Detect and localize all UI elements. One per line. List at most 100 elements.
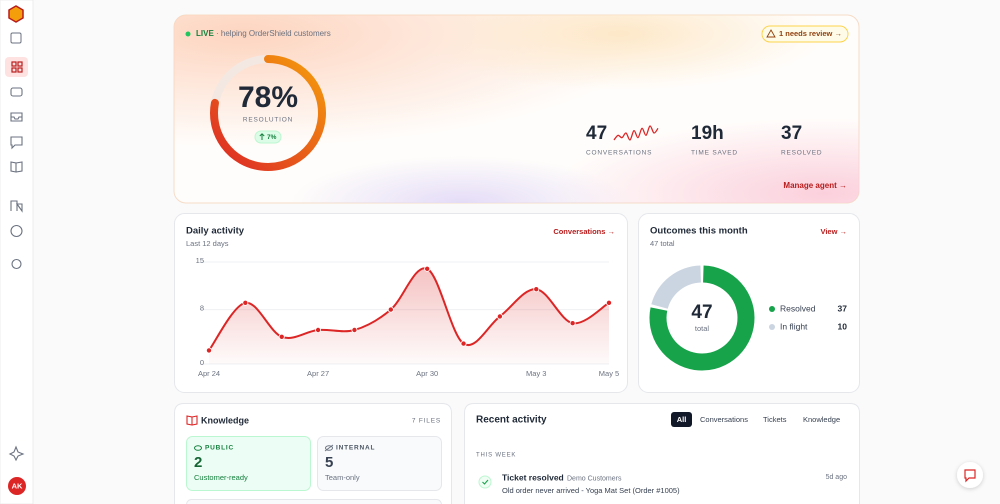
- avatar[interactable]: [8, 477, 26, 495]
- point: [460, 340, 467, 347]
- point: [533, 286, 540, 293]
- x-tick-label: Apr 24: [198, 369, 220, 378]
- nav-icon[interactable]: [10, 112, 23, 122]
- x-tick-label: May 5: [599, 369, 619, 378]
- x-tick-label: Apr 27: [307, 369, 329, 378]
- nav-icon: [11, 61, 23, 73]
- sidebar-bg: [0, 0, 34, 504]
- card-title: Knowledge: [201, 415, 249, 425]
- logo[interactable]: [8, 5, 24, 23]
- donut-segment: [649, 265, 755, 371]
- avatar-initials: AK: [12, 481, 23, 490]
- activity-title[interactable]: Ticket resolved: [502, 472, 564, 482]
- tile-internal[interactable]: [317, 436, 442, 491]
- card-bg: [464, 403, 860, 504]
- check-mark: [482, 479, 489, 485]
- gauge-caption: RESOLUTION: [243, 117, 293, 124]
- knowledge-card: Knowledge 7 FILES PUBLIC 2 Customer-read…: [174, 403, 452, 504]
- nav-icon[interactable]: [10, 224, 23, 238]
- hero-card: LIVE · helping OrderShield customers 1 n…: [173, 14, 860, 204]
- card-subtitle: Last 12 days: [186, 239, 229, 248]
- warning-icon: [766, 29, 776, 38]
- stat-label: RESOLVED: [781, 150, 822, 157]
- legend-swatch: [769, 324, 775, 330]
- card-link[interactable]: View →: [820, 227, 847, 236]
- card-title: Outcomes this month: [650, 226, 748, 237]
- tab-active[interactable]: [671, 412, 692, 427]
- eye-off-icon: [325, 445, 333, 451]
- legend-swatch: [769, 306, 775, 312]
- activity-time: 5d ago: [826, 474, 848, 481]
- nav-icon[interactable]: [10, 161, 23, 173]
- activity-source: Demo Customers: [567, 475, 622, 482]
- recent-card: Recent activity All Conversations Ticket…: [464, 403, 860, 504]
- legend-value: 37: [838, 303, 848, 313]
- point: [205, 347, 212, 354]
- change-value: 7%: [267, 134, 277, 141]
- legend-name: Resolved: [780, 303, 816, 313]
- tab[interactable]: All: [677, 415, 687, 424]
- up-arrow: [259, 133, 265, 140]
- y-tick-label: 8: [200, 304, 204, 313]
- card-subtitle: 47 total: [650, 239, 675, 248]
- card-title: Daily activity: [186, 226, 245, 237]
- live-dot: [185, 31, 191, 37]
- nav-icon[interactable]: [10, 87, 23, 97]
- gauge: [210, 55, 326, 171]
- outcomes-card: Outcomes this month 47 total View → Reso…: [638, 213, 860, 393]
- point: [606, 299, 613, 306]
- nav-icon[interactable]: [10, 32, 22, 44]
- line-chart: 0 8 15 Apr 24 Apr 27 Apr 30 May 3 May 5: [196, 256, 620, 378]
- tile-caption: Team-only: [325, 473, 360, 482]
- gauge-arc: [210, 55, 326, 171]
- point: [351, 326, 358, 333]
- nav-icon[interactable]: [10, 136, 23, 150]
- stat-value: 19h: [691, 123, 724, 144]
- chat-icon: [964, 469, 976, 483]
- tile-caption: Customer-ready: [194, 473, 248, 482]
- point: [315, 326, 322, 333]
- tile-label: PUBLIC: [205, 445, 234, 452]
- manage-link[interactable]: Manage agent →: [783, 181, 847, 190]
- file-count: 7 FILES: [412, 418, 441, 425]
- tile-public[interactable]: [186, 436, 311, 491]
- point: [569, 320, 576, 327]
- card-title: Recent activity: [476, 415, 547, 426]
- nav-active[interactable]: [5, 57, 28, 77]
- tab[interactable]: Tickets: [763, 415, 787, 424]
- stat-value: 37: [781, 123, 802, 144]
- review-text[interactable]: 1 needs review →: [779, 29, 842, 38]
- tile-value: 2: [194, 454, 202, 471]
- review-badge[interactable]: [761, 25, 849, 43]
- sparkline: [613, 125, 659, 141]
- tab[interactable]: Knowledge: [803, 415, 840, 424]
- hero-glow: [174, 15, 859, 203]
- y-tick-label: 15: [196, 256, 204, 265]
- x-tick-label: Apr 30: [416, 369, 438, 378]
- donut-segment: [651, 265, 702, 310]
- nav-icon[interactable]: [11, 258, 22, 270]
- point: [496, 313, 503, 320]
- area-fill: [209, 268, 609, 364]
- stat-label: TIME SAVED: [691, 150, 738, 157]
- eye-icon: [194, 445, 202, 451]
- daily-card: Daily activity Last 12 days Conversation…: [174, 213, 628, 393]
- status-text: · helping OrderShield customers: [216, 29, 331, 38]
- point: [278, 333, 285, 340]
- tile-label: INTERNAL: [336, 445, 375, 452]
- tab[interactable]: Conversations: [700, 415, 748, 424]
- stat-value: 47: [586, 123, 607, 144]
- section-label: THIS WEEK: [476, 453, 516, 459]
- legend-value: 10: [838, 321, 848, 331]
- chat-button[interactable]: [957, 462, 983, 488]
- nav-icon[interactable]: [8, 445, 25, 462]
- point: [424, 265, 431, 272]
- nav-icon[interactable]: [10, 200, 23, 213]
- card-link[interactable]: Conversations →: [553, 227, 615, 236]
- sparkline-path: [613, 125, 659, 141]
- status: LIVE: [196, 29, 214, 38]
- activity-detail: Old order never arrived - Yoga Mat Set (…: [502, 486, 680, 495]
- row-stub: [186, 499, 442, 504]
